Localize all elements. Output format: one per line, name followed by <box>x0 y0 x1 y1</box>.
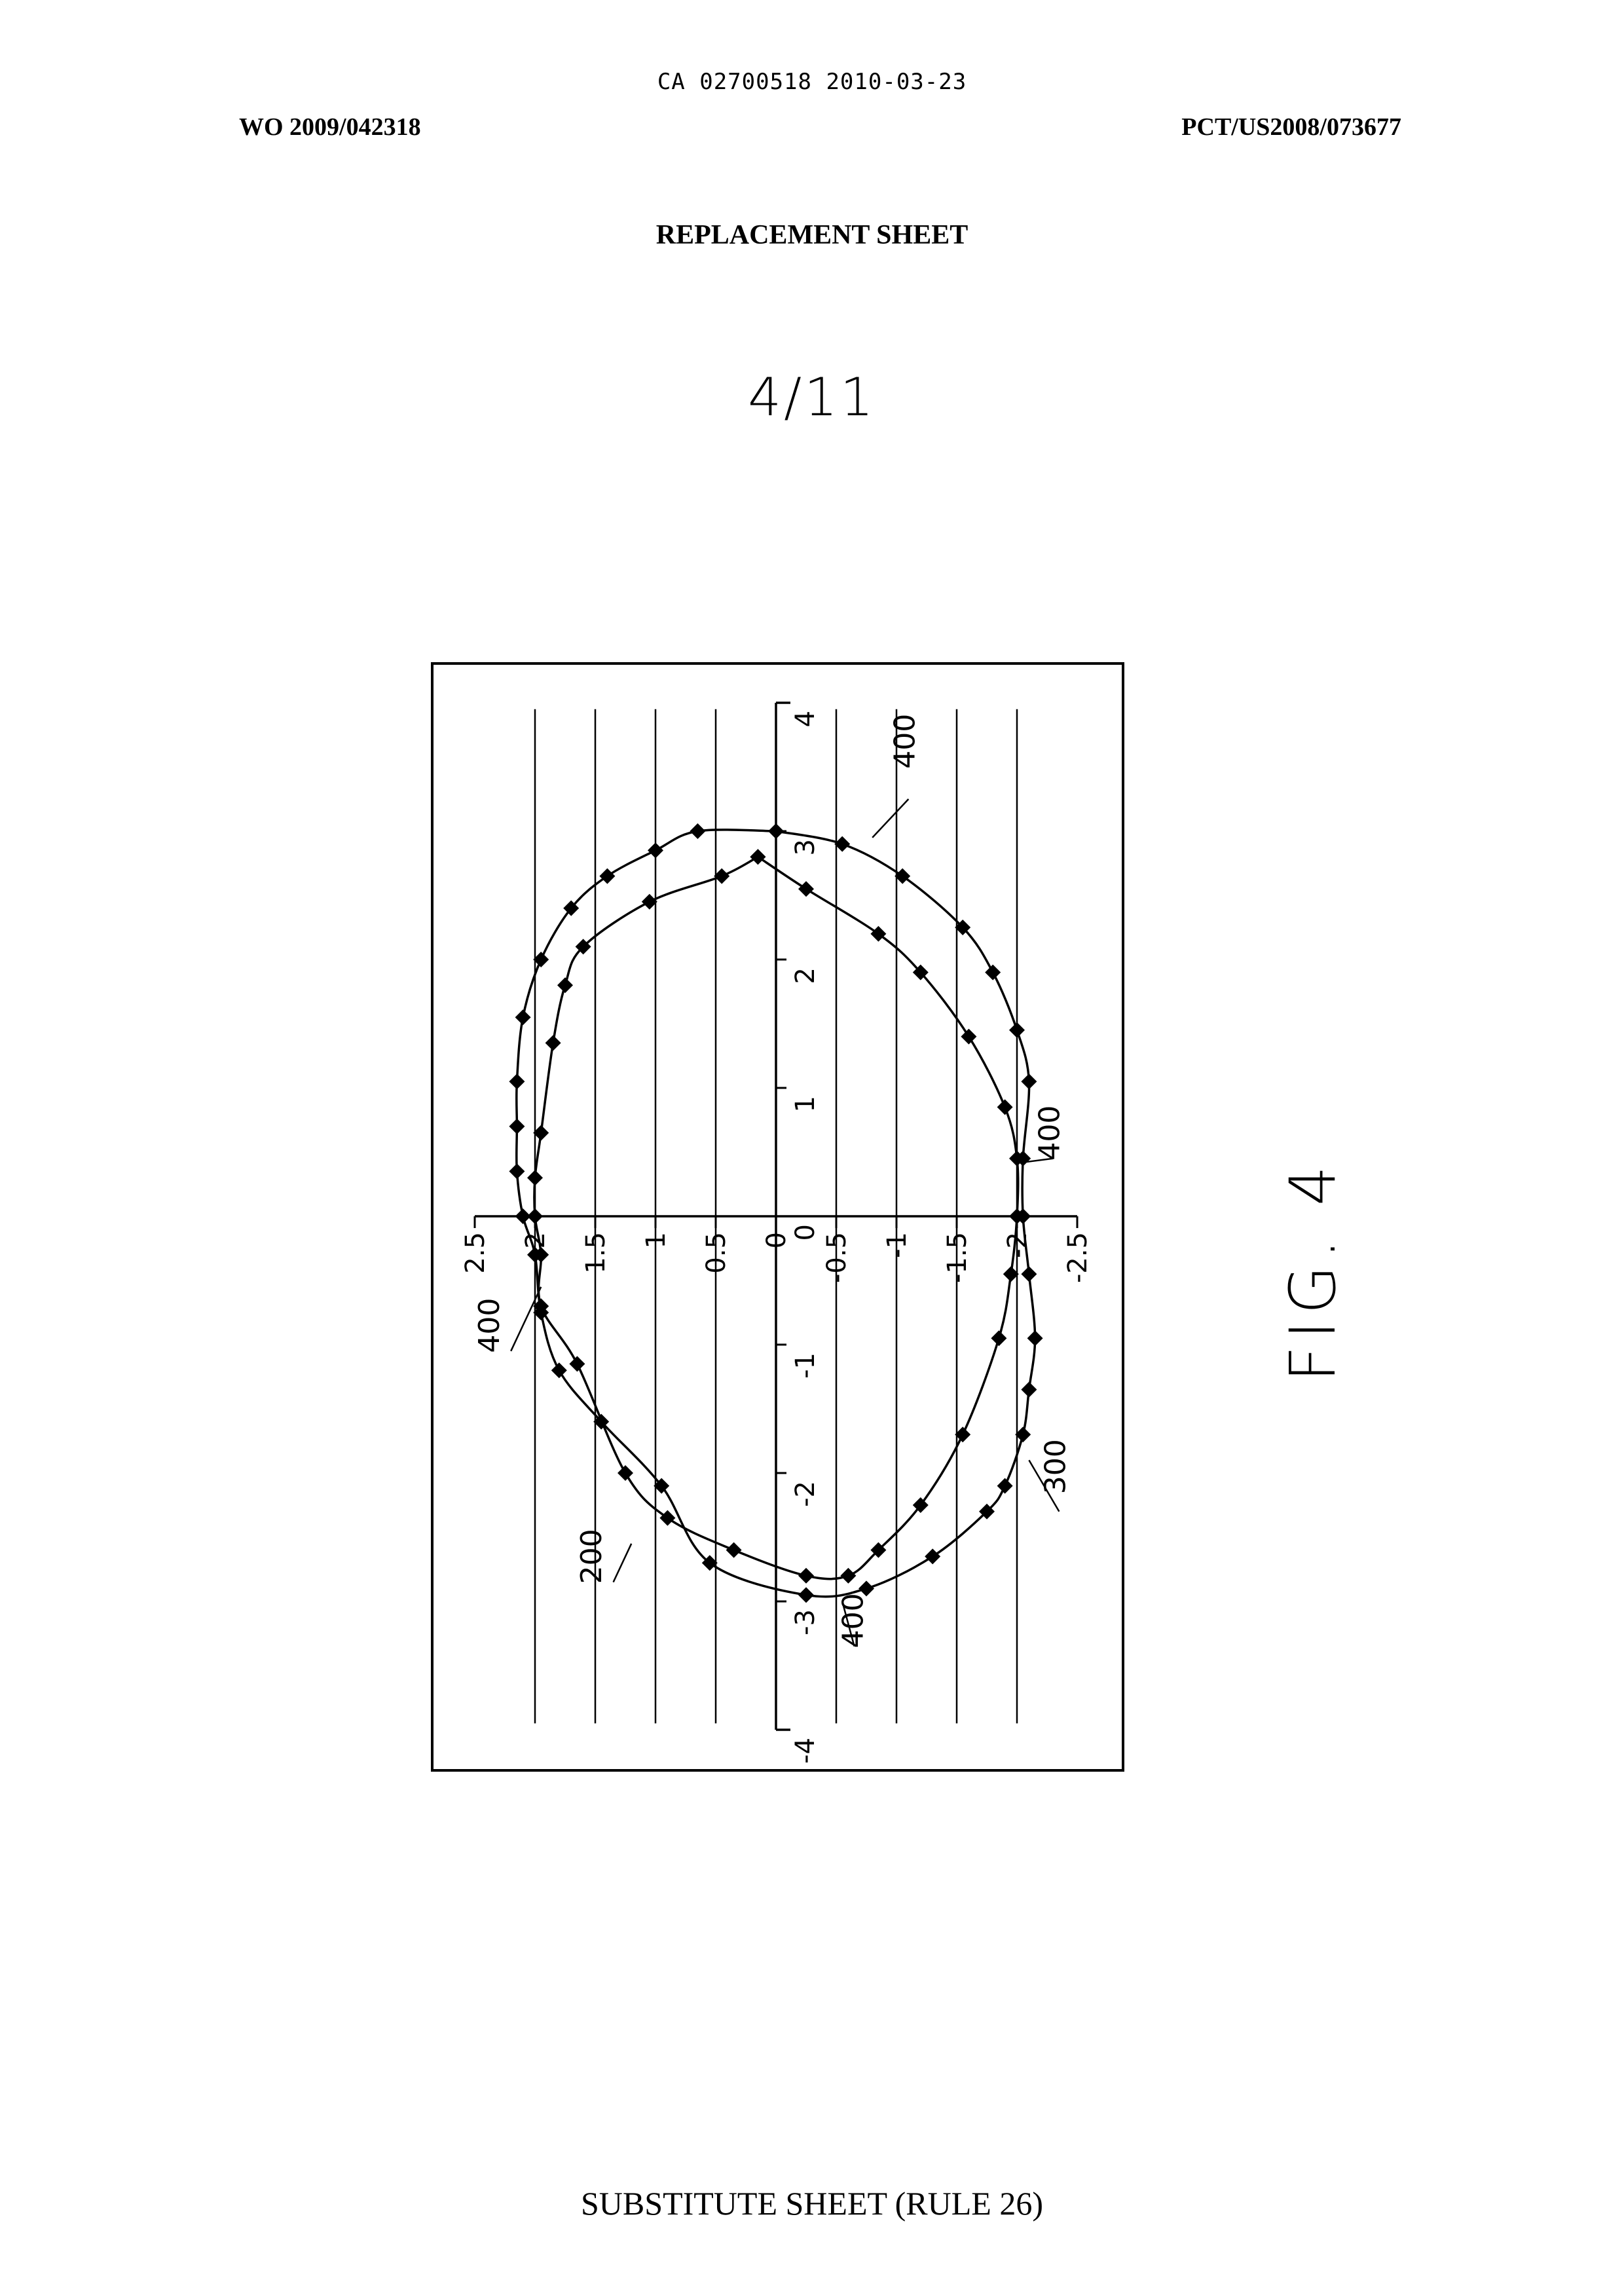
axes <box>475 703 1077 1730</box>
y-tick-label: -0.5 <box>822 1232 852 1283</box>
y-tick-label: 1 <box>641 1232 671 1248</box>
data-point <box>1021 1382 1037 1398</box>
data-point <box>961 1029 976 1045</box>
x-tick-label: -3 <box>790 1609 821 1635</box>
data-point <box>768 823 784 839</box>
y-tick-label: 2 <box>521 1232 551 1248</box>
data-point <box>659 1510 675 1526</box>
footer-substitute-sheet: SUBSTITUTE SHEET (RULE 26) <box>0 2184 1624 2222</box>
data-point <box>515 1009 531 1025</box>
data-point <box>557 977 573 993</box>
data-point <box>618 1465 633 1481</box>
chart-plot-area: -4-3-2-1012342.521.510.50-0.5-1-1.5-2-2.… <box>460 703 1093 1764</box>
x-tick-label: 0 <box>790 1224 821 1241</box>
x-tick-label: -4 <box>790 1738 821 1764</box>
data-point <box>991 1330 1006 1346</box>
x-tick-label: -2 <box>790 1481 821 1507</box>
reference-numeral: 300 <box>1039 1439 1073 1494</box>
x-tick-label: 1 <box>790 1096 821 1112</box>
reference-numeral: 200 <box>575 1529 608 1584</box>
data-point <box>798 1587 814 1603</box>
data-point <box>997 1478 1013 1494</box>
data-point <box>509 1163 525 1179</box>
reference-numeral: 400 <box>473 1298 506 1353</box>
x-tick-label: 2 <box>790 967 821 984</box>
leader-line <box>872 799 908 838</box>
data-point <box>509 1073 525 1089</box>
data-point <box>925 1548 940 1564</box>
data-point <box>690 823 705 839</box>
data-point <box>551 1362 567 1378</box>
y-tick-label: -1 <box>882 1232 912 1258</box>
data-point <box>997 1099 1013 1115</box>
y-tick-label: 1.5 <box>581 1232 611 1274</box>
data-point <box>648 842 663 858</box>
data-point <box>1021 1073 1037 1089</box>
data-point <box>569 1356 585 1371</box>
data-point <box>1021 1266 1037 1282</box>
data-point <box>599 868 615 884</box>
data-point <box>545 1035 561 1051</box>
y-tick-label: 0.5 <box>701 1232 731 1274</box>
data-point <box>798 1568 814 1584</box>
data-point <box>798 881 814 897</box>
reference-numeral: 400 <box>836 1593 870 1648</box>
y-tick-label: 0 <box>762 1232 792 1248</box>
data-point <box>1009 1022 1025 1038</box>
figure-caption: FIG. 4 <box>1276 1159 1350 1382</box>
data-point <box>509 1119 525 1134</box>
y-tick-label: -2.5 <box>1063 1232 1093 1283</box>
leader-line <box>511 1287 541 1351</box>
data-point <box>726 1542 742 1558</box>
y-tick-label: 2.5 <box>460 1232 490 1274</box>
data-point <box>527 1208 543 1224</box>
data-point <box>1027 1330 1043 1346</box>
x-tick-label: -1 <box>790 1353 821 1379</box>
reference-numerals: 400400400400200300 <box>473 714 1073 1649</box>
data-point <box>527 1170 543 1185</box>
data-point <box>840 1568 856 1584</box>
y-tick-label: -2 <box>1003 1232 1033 1258</box>
data-point <box>750 849 766 865</box>
data-point <box>985 965 1001 980</box>
reference-numeral: 400 <box>1033 1106 1066 1161</box>
y-tick-label: -1.5 <box>942 1232 972 1283</box>
x-tick-label: 3 <box>790 839 821 855</box>
x-tick-label: 4 <box>790 711 821 727</box>
leader-line <box>614 1544 632 1582</box>
reference-numeral: 400 <box>889 714 922 769</box>
